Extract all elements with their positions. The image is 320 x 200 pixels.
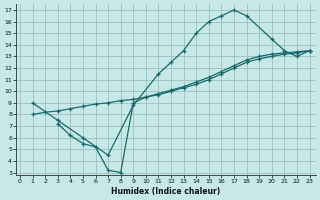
X-axis label: Humidex (Indice chaleur): Humidex (Indice chaleur) (111, 187, 221, 196)
